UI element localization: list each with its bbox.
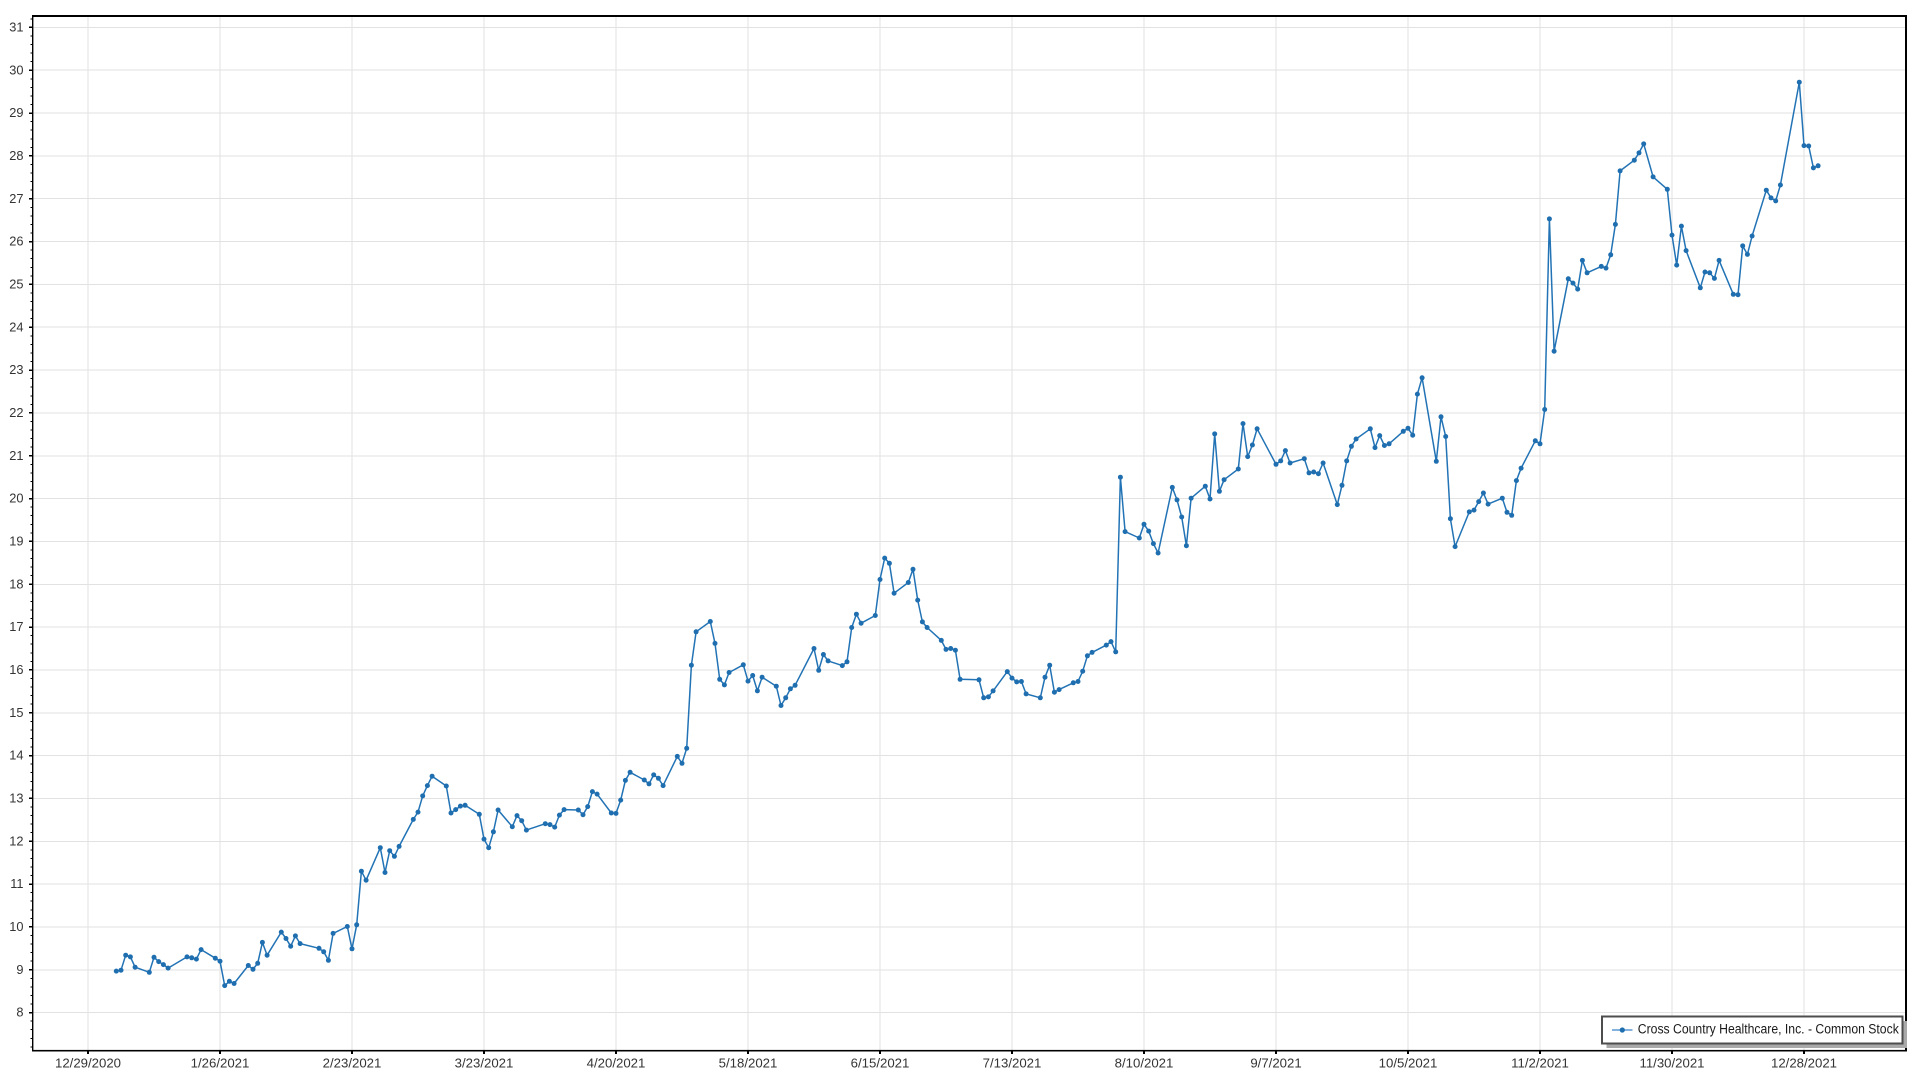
svg-text:27: 27 — [9, 191, 23, 206]
svg-text:9: 9 — [16, 962, 23, 977]
svg-text:31: 31 — [9, 19, 23, 34]
svg-text:11/30/2021: 11/30/2021 — [1639, 1056, 1704, 1071]
svg-text:1/26/2021: 1/26/2021 — [191, 1056, 250, 1071]
svg-text:28: 28 — [9, 148, 23, 163]
svg-text:12: 12 — [9, 833, 23, 848]
svg-text:6/15/2021: 6/15/2021 — [851, 1056, 910, 1071]
svg-text:4/20/2021: 4/20/2021 — [587, 1056, 646, 1071]
svg-text:30: 30 — [9, 62, 23, 77]
svg-text:17: 17 — [9, 619, 23, 634]
svg-text:29: 29 — [9, 105, 23, 120]
svg-text:22: 22 — [9, 405, 23, 420]
svg-text:24: 24 — [9, 319, 23, 334]
svg-text:10/5/2021: 10/5/2021 — [1379, 1056, 1438, 1071]
svg-text:16: 16 — [9, 662, 23, 677]
svg-text:19: 19 — [9, 534, 23, 549]
svg-text:5/18/2021: 5/18/2021 — [719, 1056, 778, 1071]
svg-text:3/23/2021: 3/23/2021 — [455, 1056, 514, 1071]
svg-text:18: 18 — [9, 576, 23, 591]
svg-text:13: 13 — [9, 791, 23, 806]
svg-text:26: 26 — [9, 234, 23, 249]
svg-text:11/2/2021: 11/2/2021 — [1511, 1056, 1569, 1071]
svg-text:11: 11 — [10, 876, 23, 891]
svg-text:10: 10 — [9, 919, 23, 934]
svg-text:8/10/2021: 8/10/2021 — [1115, 1056, 1174, 1071]
svg-text:7/13/2021: 7/13/2021 — [983, 1056, 1042, 1071]
svg-text:9/7/2021: 9/7/2021 — [1250, 1056, 1301, 1071]
svg-text:Cross Country Healthcare, Inc.: Cross Country Healthcare, Inc. - Common … — [1638, 1022, 1899, 1037]
svg-text:21: 21 — [9, 448, 23, 463]
svg-text:2/23/2021: 2/23/2021 — [323, 1056, 382, 1071]
svg-text:8: 8 — [16, 1005, 23, 1020]
svg-text:12/29/2020: 12/29/2020 — [55, 1056, 121, 1071]
svg-text:14: 14 — [9, 748, 23, 763]
svg-text:12/28/2021: 12/28/2021 — [1771, 1056, 1837, 1071]
svg-text:25: 25 — [9, 277, 23, 292]
svg-text:23: 23 — [9, 362, 23, 377]
svg-text:15: 15 — [9, 705, 23, 720]
svg-text:20: 20 — [9, 491, 23, 506]
